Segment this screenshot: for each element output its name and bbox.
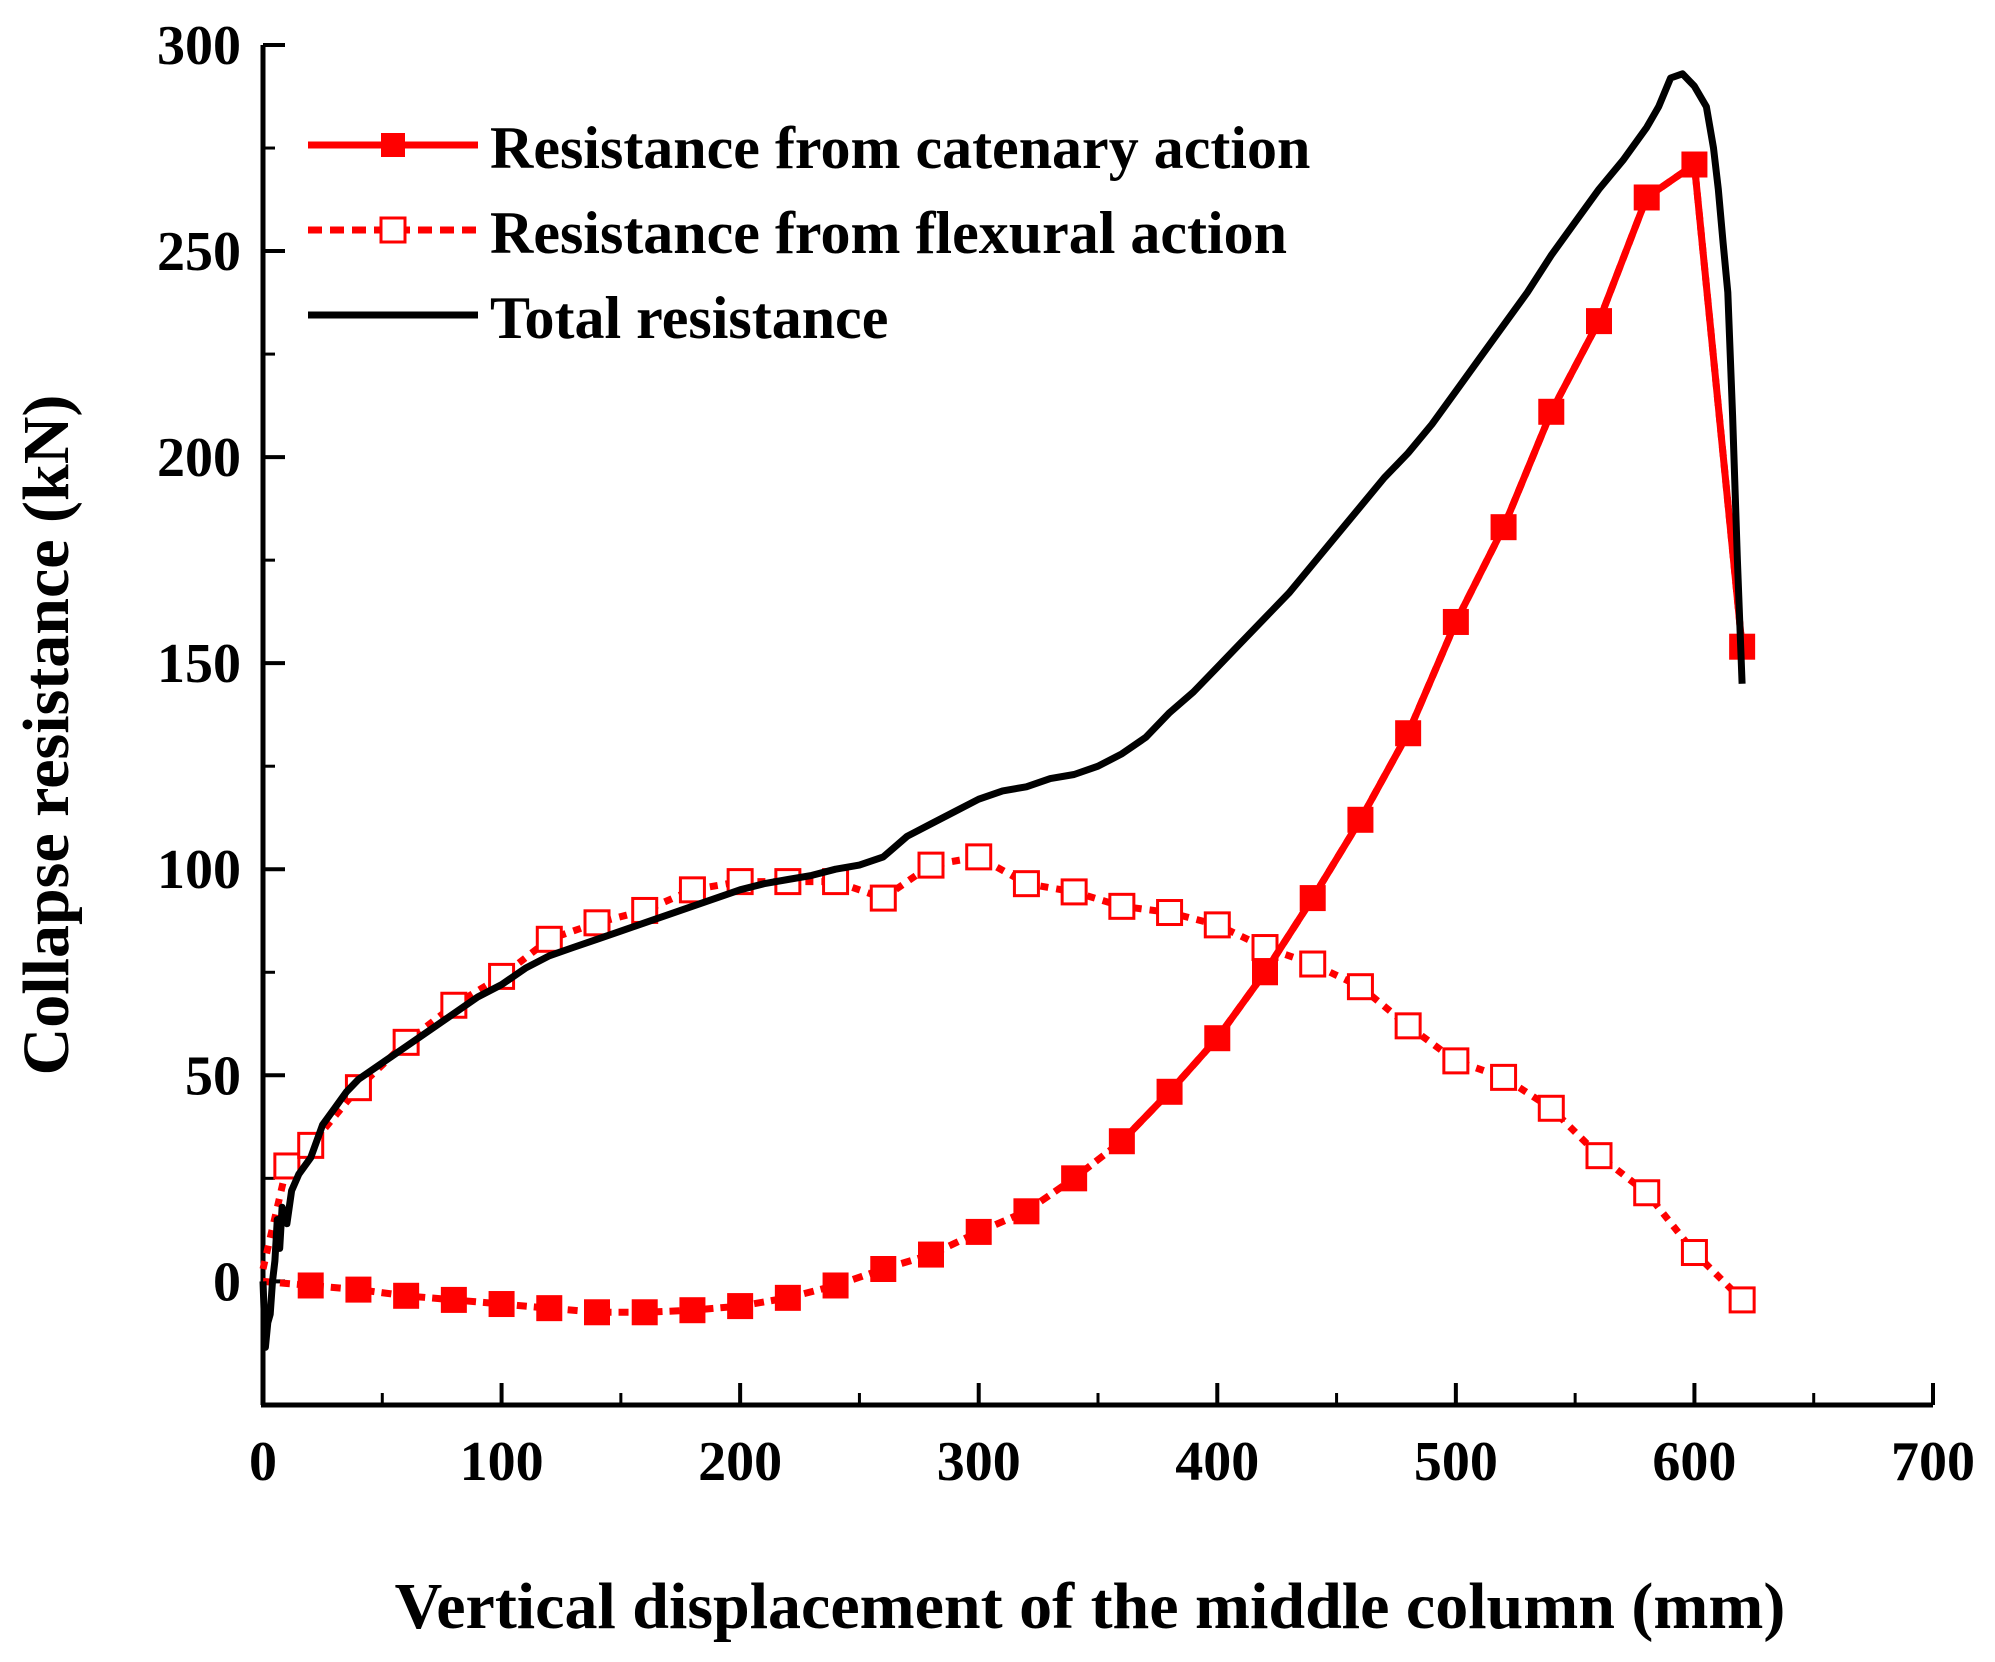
flexural-point [1537,1094,1565,1122]
catenary-point [1061,1165,1088,1192]
flexural-point [1299,950,1327,978]
catenary-point [631,1299,658,1326]
flexural-point [1490,1063,1518,1091]
legend-label-total: Total resistance [490,285,888,351]
y-tick-label: 250 [157,221,241,283]
catenary-point [1013,1198,1040,1225]
y-tick-label: 200 [157,427,241,489]
catenary-point [1347,806,1374,833]
legend: Resistance from catenary action Resistan… [308,115,1310,351]
x-tick-label: 500 [1414,1431,1498,1493]
catenary-point [1538,398,1565,425]
legend-marker-catenary [381,133,405,157]
series-line-total [259,70,1746,1351]
flexural-point [1012,870,1040,898]
y-axis-title: Collapse resistance (kN) [10,395,83,1076]
flexural-point [1442,1047,1470,1075]
flexural-point [1728,1286,1756,1314]
catenary-point [1490,514,1517,541]
catenary-point [679,1297,706,1324]
catenary-point [1395,720,1422,747]
flexural-point [535,925,563,953]
catenary-point [1156,1078,1183,1105]
catenary-point [1633,184,1660,211]
series-line-catenary [262,161,1746,1316]
flexural-point [678,876,706,904]
catenary-point [1252,959,1278,986]
flexural-point [869,884,897,912]
catenary-point [440,1286,467,1313]
catenary-point [1442,608,1469,635]
flexural-point [583,909,611,937]
catenary-point [1108,1128,1135,1155]
catenary-point [297,1272,324,1299]
catenary-point [1204,1025,1231,1052]
y-tick-label: 300 [157,15,241,77]
catenary-point [965,1218,992,1245]
catenary-point [918,1241,944,1268]
flexural-point [917,851,945,879]
x-tick-label: 200 [698,1431,782,1493]
catenary-point [1681,151,1708,178]
series-line-catenary-solid [1119,161,1746,1144]
legend-label-catenary: Resistance from catenary action [490,115,1310,181]
x-tick-label: 300 [937,1431,1021,1493]
y-tick-label: 0 [213,1251,241,1313]
catenary-point [393,1282,420,1309]
x-tick-label: 700 [1891,1431,1975,1493]
x-tick-label: 600 [1652,1431,1736,1493]
legend-marker-flexural [379,216,407,244]
flexural-point [1203,911,1231,939]
catenary-point [870,1256,897,1282]
flexural-point [1585,1142,1613,1170]
flexural-point [1346,973,1374,1001]
flexural-point [1156,899,1184,927]
catenary-point [345,1276,372,1303]
y-tick-label: 100 [157,839,241,901]
catenary-point [1299,885,1326,912]
catenary-point [1586,308,1612,335]
y-tick-label: 50 [185,1045,241,1107]
catenary-point [488,1291,515,1318]
catenary-point [727,1293,754,1320]
series-layer [259,70,1756,1351]
x-axis-title: Vertical displacement of the middle colu… [395,1570,1786,1643]
catenary-point [822,1272,849,1299]
catenary-point [584,1299,610,1326]
flexural-point [1108,892,1136,920]
flexural-point [1633,1179,1661,1207]
legend-label-flexural: Resistance from flexural action [490,200,1287,266]
flexural-point [1060,878,1088,906]
flexural-point [1394,1012,1422,1040]
catenary-point [774,1284,801,1311]
flexural-point [965,843,993,871]
x-tick-label: 400 [1175,1431,1259,1493]
series-line-flexural [259,853,1745,1303]
axes-layer: 0 100 200 300 400 500 600 700 0 50 100 150 200 250 300 [157,15,1975,1493]
y-tick-label: 150 [157,633,241,695]
flexural-point [273,1152,301,1180]
catenary-point [536,1295,563,1322]
flexural-point [1680,1239,1708,1267]
x-tick-label: 100 [460,1431,544,1493]
x-tick-label: 0 [249,1431,277,1493]
